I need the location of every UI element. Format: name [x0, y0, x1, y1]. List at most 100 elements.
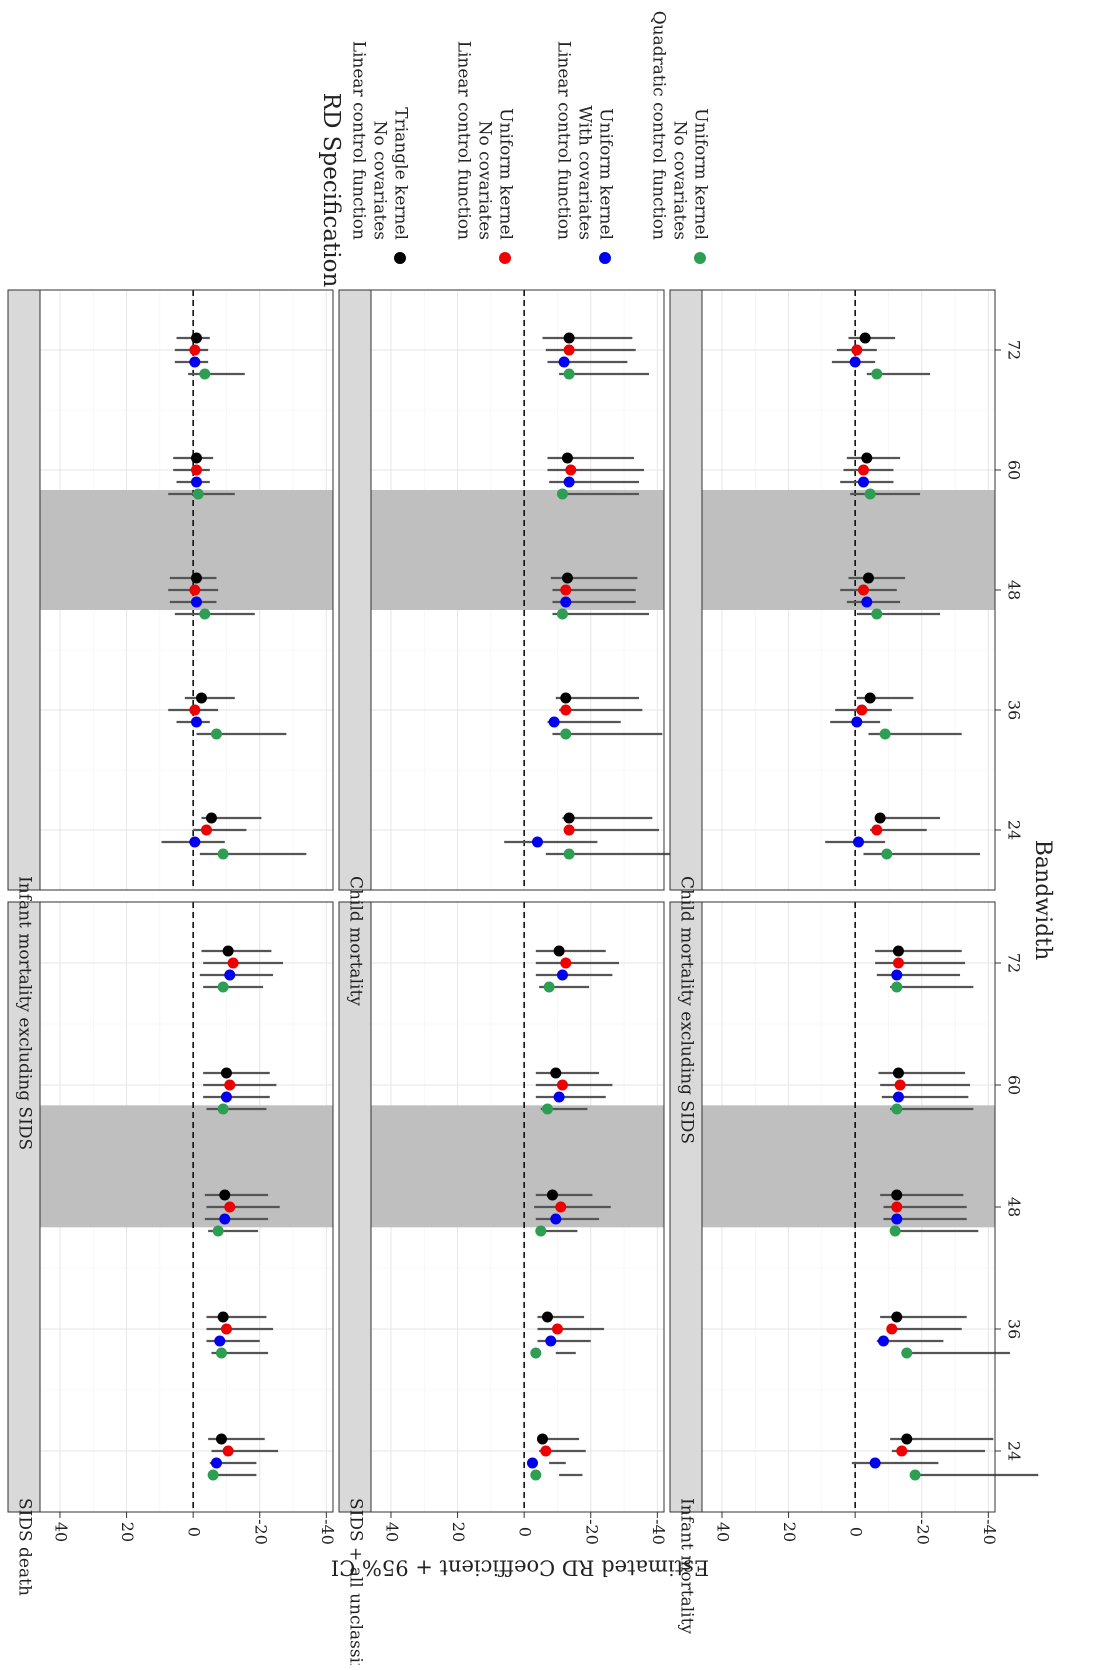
- panel-4-title: Infant mortality excluding SIDS: [15, 876, 35, 1150]
- y-tick-label: -20: [582, 1519, 601, 1545]
- panel-4-point: [190, 464, 202, 476]
- panel-3-point: [894, 1079, 906, 1091]
- panel-4-point: [190, 572, 202, 584]
- panel-6-point: [861, 452, 873, 464]
- panel-6-point: [859, 332, 871, 344]
- panel-3-point: [901, 1433, 913, 1445]
- x-tick-label: 72: [1005, 953, 1024, 973]
- legend-label: Uniform kernel: [496, 108, 516, 240]
- panel-2-point: [536, 1433, 548, 1445]
- panel-5-point: [560, 728, 572, 740]
- panel-3-point: [909, 1469, 921, 1481]
- x-tick-label: 60: [1005, 460, 1024, 480]
- panel-1-point: [224, 1079, 236, 1091]
- y-tick-label: -40: [318, 1519, 337, 1545]
- panel-2-point: [535, 1225, 547, 1237]
- panel-1-point: [215, 1433, 227, 1445]
- x-tick-label: 60: [1005, 1075, 1024, 1095]
- panel-6-point: [864, 488, 876, 500]
- panel-4-point: [189, 344, 201, 356]
- panel-6-point: [857, 584, 869, 596]
- panel-3-point: [889, 1225, 901, 1237]
- panel-4-point: [189, 836, 201, 848]
- panel-2-title: SIDS + all unclassified death: [346, 1498, 366, 1665]
- y-tick-label: -40: [980, 1519, 999, 1545]
- y-tick-label: 40: [51, 1522, 70, 1542]
- panel-1-point: [210, 1457, 222, 1469]
- panel-3-point: [891, 1103, 903, 1115]
- panel-1-point: [217, 981, 229, 993]
- panel-3-point: [892, 957, 904, 969]
- panel-2-point: [545, 1335, 557, 1347]
- panel-1-shaded-band: [40, 1105, 333, 1228]
- panel-6-point: [879, 728, 891, 740]
- panel-6-title: Child mortality excluding SIDS: [677, 876, 697, 1144]
- panel-6-point: [851, 344, 863, 356]
- panel-4-point: [199, 368, 211, 380]
- panel-2-point: [541, 1103, 553, 1115]
- x-tick-label: 36: [1005, 700, 1024, 720]
- panel-2-point: [551, 1323, 563, 1335]
- panel-5-shaded-band: [371, 490, 664, 610]
- x-tick-label: 24: [1005, 1441, 1024, 1461]
- legend-label: Uniform kernel: [596, 108, 616, 240]
- panel-3-point: [896, 1445, 908, 1457]
- panel-4-point: [189, 356, 201, 368]
- panel-5-point: [563, 332, 575, 344]
- x-tick-label: 48: [1005, 1197, 1024, 1217]
- panel-2-point: [553, 945, 565, 957]
- panel-4-point: [189, 584, 201, 596]
- panel-4-point: [190, 716, 202, 728]
- panel-2-strip: [338, 901, 372, 1513]
- legend-label: Quadratic control function: [649, 11, 669, 240]
- legend-label: No covariates: [370, 121, 390, 240]
- panel-4-point: [190, 476, 202, 488]
- legend-label: With covariates: [575, 105, 595, 240]
- panel-5-point: [563, 824, 575, 836]
- legend-label: Uniform kernel: [691, 108, 711, 240]
- panel-3-title: Infant mortality: [677, 1498, 697, 1634]
- panel-5-point: [563, 368, 575, 380]
- panel-2-point: [541, 1311, 553, 1323]
- panel-6-point: [871, 608, 883, 620]
- panel-2-point: [540, 1445, 552, 1457]
- panel-4-point: [189, 704, 201, 716]
- panel-1-point: [219, 1213, 231, 1225]
- panel-5-point: [560, 596, 572, 608]
- legend-key: [394, 252, 406, 264]
- legend-label: Linear control function: [554, 41, 574, 240]
- panel-3-point: [877, 1335, 889, 1347]
- panel-4-strip: [7, 289, 41, 891]
- panel-3-point: [891, 1213, 903, 1225]
- panel-3-point: [886, 1323, 898, 1335]
- legend-key: [599, 252, 611, 264]
- panel-3-strip: [669, 901, 703, 1513]
- panel-1-point: [217, 1311, 229, 1323]
- panel-3-point: [891, 981, 903, 993]
- legend-key: [499, 252, 511, 264]
- panel-4-point: [192, 488, 204, 500]
- panel-4-point: [199, 608, 211, 620]
- y-tick-label: 40: [713, 1522, 732, 1542]
- panel-1-point: [222, 1445, 234, 1457]
- x-axis-title: Bandwidth: [1030, 840, 1055, 961]
- panel-1-title: SIDS death: [15, 1498, 35, 1596]
- panel-4-point: [195, 692, 207, 704]
- panel-2-point: [543, 981, 555, 993]
- panel-1-point: [219, 1189, 231, 1201]
- panel-1-point: [212, 1225, 224, 1237]
- legend-label: No covariates: [670, 121, 690, 240]
- panel-6-strip: [669, 289, 703, 891]
- panel-5-point: [560, 584, 572, 596]
- panel-6-point: [874, 812, 886, 824]
- panel-3-point: [892, 1067, 904, 1079]
- panel-5-point: [531, 836, 543, 848]
- y-tick-label: 0: [516, 1527, 535, 1537]
- panel-4-shaded-band: [40, 490, 333, 610]
- panel-2-point: [560, 957, 572, 969]
- panel-6-point: [856, 704, 868, 716]
- panel-4-point: [205, 812, 217, 824]
- panel-6-point: [852, 836, 864, 848]
- y-tick-label: 20: [118, 1522, 137, 1542]
